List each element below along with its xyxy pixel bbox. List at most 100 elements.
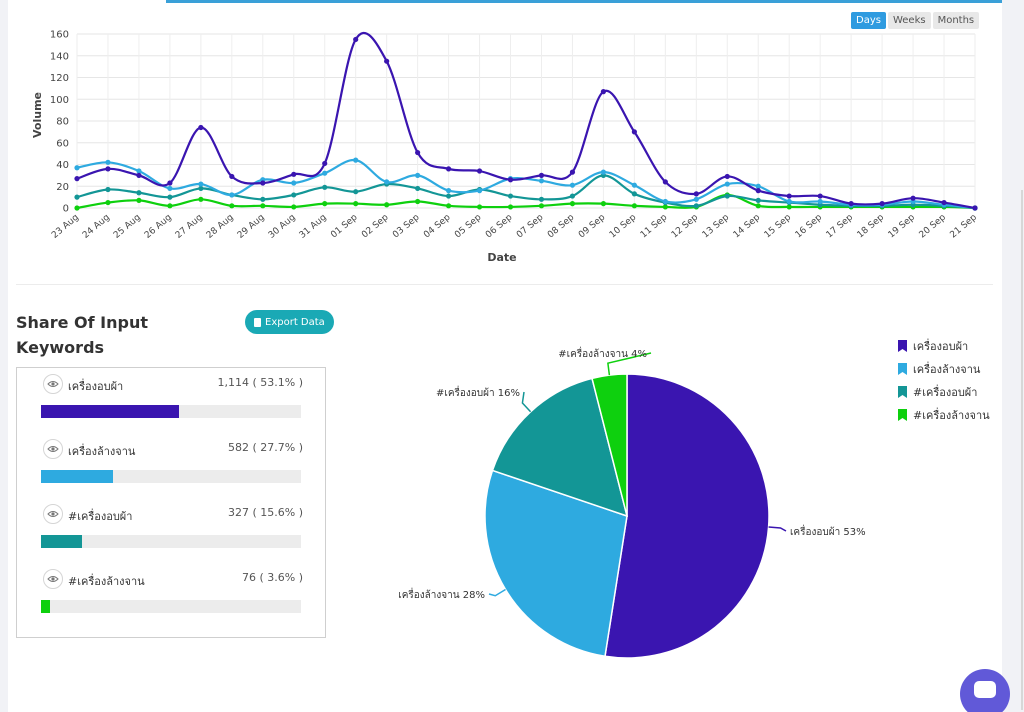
keyword-list: เครื่องอบผ้า 1,114 ( 53.1% ) เครื่องล้าง… (16, 367, 326, 638)
x-tick-label: 01 Sep (329, 212, 360, 240)
x-tick-label: 12 Sep (670, 212, 701, 240)
keyword-item: #เครื่องล้างจาน 76 ( 3.6% ) (17, 563, 327, 623)
x-tick-label: 16 Sep (794, 212, 825, 240)
data-point (662, 204, 668, 210)
eye-icon[interactable] (43, 439, 63, 459)
data-point (507, 193, 514, 199)
keyword-bar-track (41, 535, 301, 548)
range-toggle: Days Weeks Months (851, 12, 980, 29)
data-point (384, 179, 390, 185)
y-tick-label: 80 (56, 117, 69, 128)
data-point (229, 192, 235, 198)
data-point (445, 188, 452, 194)
keyword-count: 1,114 ( 53.1% ) (217, 376, 303, 389)
eye-icon[interactable] (43, 374, 63, 394)
keyword-bar-fill (41, 600, 51, 613)
x-tick-label: 15 Sep (763, 212, 794, 240)
share-of-keywords-title: Share Of Input Keywords (16, 310, 186, 360)
data-point (198, 124, 204, 131)
keyword-name: เครื่องอบผ้า (68, 380, 124, 393)
data-point (415, 185, 421, 192)
x-tick-label: 02 Sep (360, 212, 391, 240)
y-tick-label: 20 (56, 182, 69, 193)
data-point (136, 172, 142, 178)
data-point (786, 198, 792, 205)
data-point (569, 169, 576, 175)
months-button[interactable]: Months (932, 12, 980, 29)
data-point (600, 201, 607, 207)
data-point (105, 159, 111, 165)
export-data-button[interactable]: Export Data (245, 310, 334, 334)
x-tick-label: 11 Sep (639, 212, 670, 240)
keyword-name: #เครื่องอบผ้า (68, 510, 133, 523)
keyword-item: #เครื่องอบผ้า 327 ( 15.6% ) (17, 498, 327, 558)
data-point (322, 184, 328, 190)
eye-icon[interactable] (43, 504, 63, 524)
x-tick-label: 04 Sep (422, 212, 453, 240)
data-point (724, 181, 730, 187)
data-point (786, 193, 792, 199)
keyword-bar-fill (41, 470, 114, 483)
keyword-item: เครื่องอบผ้า 1,114 ( 53.1% ) (17, 368, 327, 428)
x-tick-label: 29 Aug (236, 213, 267, 241)
data-point (136, 197, 142, 203)
data-point (136, 190, 142, 196)
series-line (76, 31, 976, 210)
data-point (198, 185, 204, 192)
keyword-bar-track (41, 405, 301, 418)
keyword-bar-fill (41, 405, 180, 418)
x-tick-label: 25 Aug (112, 213, 143, 241)
x-tick-label: 28 Aug (205, 213, 236, 241)
data-point (755, 188, 761, 194)
x-tick-label: 03 Sep (391, 212, 422, 240)
data-point (229, 203, 235, 209)
x-tick-label: 21 Sep (949, 212, 980, 240)
days-button[interactable]: Days (851, 12, 886, 29)
keyword-name: เครื่องล้างจาน (68, 445, 136, 458)
x-tick-label: 08 Sep (546, 212, 577, 240)
y-tick-label: 120 (50, 73, 69, 84)
weeks-button[interactable]: Weeks (887, 12, 931, 29)
eye-icon[interactable] (43, 569, 63, 589)
x-tick-label: 14 Sep (732, 212, 763, 240)
data-point (600, 89, 607, 95)
data-point (786, 204, 792, 210)
scrollbar[interactable] (1021, 190, 1023, 710)
data-point (322, 160, 328, 167)
data-point (817, 193, 823, 199)
keyword-bar-track (41, 470, 301, 483)
data-point (941, 199, 947, 206)
data-point (445, 166, 452, 172)
data-point (291, 204, 297, 210)
keyword-count: 76 ( 3.6% ) (241, 571, 303, 584)
data-point (476, 188, 483, 194)
data-point (693, 203, 699, 209)
data-point (415, 172, 421, 178)
data-point (848, 201, 854, 207)
data-point (167, 185, 173, 192)
data-point (322, 201, 328, 207)
data-point (74, 165, 80, 171)
data-point (353, 201, 359, 207)
data-point (631, 191, 637, 197)
data-point (755, 203, 761, 209)
chat-button[interactable] (960, 669, 1010, 712)
data-point (476, 204, 483, 210)
data-point (445, 203, 452, 209)
data-point (910, 195, 916, 201)
data-point (74, 176, 80, 182)
export-data-label: Export Data (265, 316, 325, 328)
data-point (476, 168, 483, 174)
data-point (198, 196, 204, 202)
x-tick-label: 24 Aug (81, 213, 112, 241)
data-point (229, 173, 235, 180)
data-point (569, 201, 576, 207)
x-tick-label: 13 Sep (701, 212, 732, 240)
data-point (260, 196, 266, 202)
y-tick-label: 160 (50, 30, 69, 41)
x-tick-label: 20 Sep (918, 212, 949, 240)
share-title-line1: Share Of Input (16, 313, 148, 332)
data-point (631, 203, 637, 209)
data-point (105, 186, 111, 193)
